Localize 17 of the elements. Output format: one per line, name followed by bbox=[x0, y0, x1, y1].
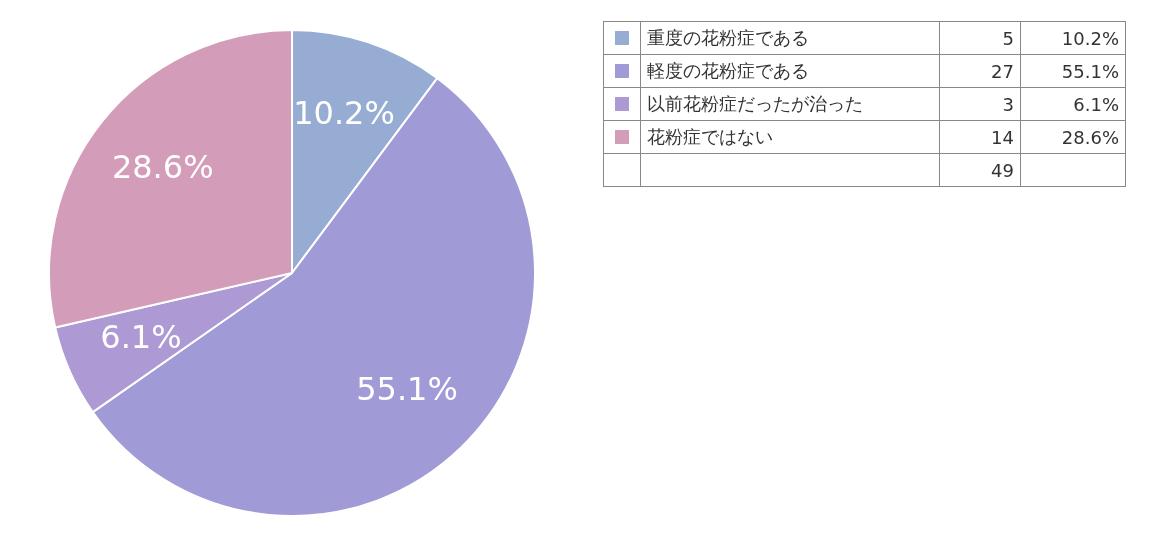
legend-label: 重度の花粉症である bbox=[640, 21, 940, 55]
text: 3 bbox=[939, 87, 1021, 121]
data-label: 6.1% bbox=[100, 318, 182, 357]
text: 55.1% bbox=[1061, 60, 1119, 82]
legend-label: 軽度の花粉症である bbox=[640, 54, 940, 88]
data-label: 10.2% bbox=[293, 94, 395, 133]
text: 14 bbox=[939, 120, 1021, 154]
text: 28.6% bbox=[1061, 126, 1119, 148]
text: 5 bbox=[939, 21, 1021, 55]
text: 10.2% bbox=[1061, 27, 1119, 49]
text: 49 bbox=[939, 153, 1021, 187]
data-label: 28.6% bbox=[111, 148, 214, 187]
text: 27 bbox=[939, 54, 1021, 88]
legend-label: 以前花粉症だったが治った bbox=[640, 87, 940, 121]
data-label: 55.1% bbox=[356, 369, 458, 408]
text: 6.1% bbox=[1073, 93, 1119, 115]
legend-label: 花粉症ではない bbox=[640, 120, 940, 154]
